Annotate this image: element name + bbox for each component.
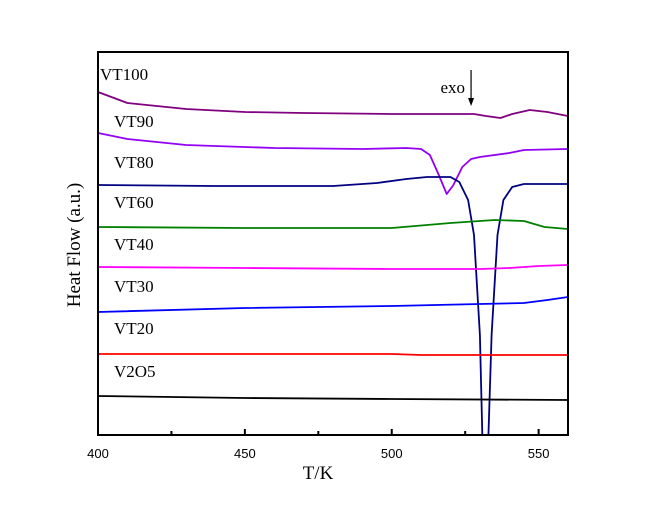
x-tick-label: 400 [87, 446, 109, 461]
exo-arrowhead-icon [468, 98, 475, 106]
series-line-vt30 [98, 296, 568, 313]
series-layer [98, 91, 568, 435]
series-line-vt80 [98, 176, 568, 435]
series-label-v2o5: V2O5 [114, 362, 156, 381]
x-axis-label: T/K [303, 463, 334, 484]
x-tick-label: 500 [381, 446, 403, 461]
series-label-vt100: VT100 [100, 65, 148, 84]
series-line-v2o5 [98, 395, 568, 401]
x-axis: 400 450 500 550 [87, 429, 549, 461]
series-label-vt60: VT60 [114, 193, 154, 212]
exo-label: exo [441, 78, 466, 97]
plot-frame [97, 51, 569, 436]
series-line-vt20 [98, 353, 568, 356]
x-tick-label: 550 [528, 446, 550, 461]
x-tick-label: 450 [234, 446, 256, 461]
series-label-vt80: VT80 [114, 153, 154, 172]
series-label-vt30: VT30 [114, 277, 154, 296]
series-labels: VT100 VT90 VT80 VT60 VT40 VT30 VT20 V2O5 [100, 65, 156, 381]
series-line-vt60 [98, 219, 568, 230]
series-label-vt40: VT40 [114, 235, 154, 254]
series-line-vt40 [98, 264, 568, 270]
y-axis-label: Heat Flow (a.u.) [64, 183, 85, 308]
series-line-vt90 [98, 132, 568, 195]
series-label-vt20: VT20 [114, 319, 154, 338]
exo-annotation: exo [441, 70, 475, 106]
series-label-vt90: VT90 [114, 112, 154, 131]
series-line-vt100 [98, 91, 568, 119]
